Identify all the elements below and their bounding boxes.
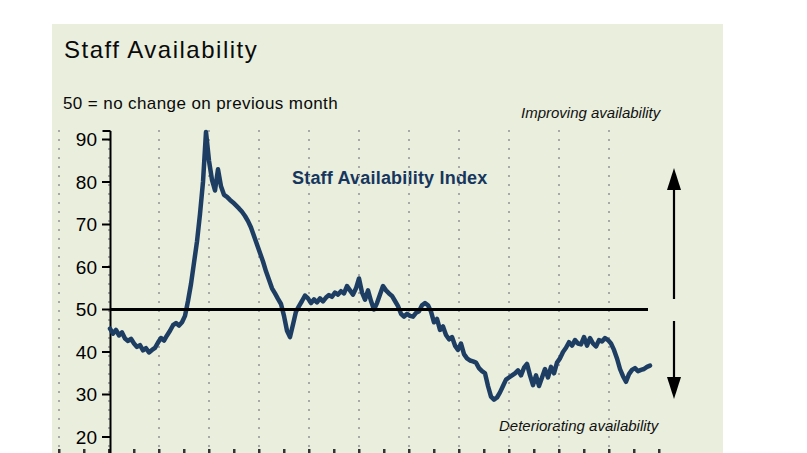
cropped-axis-label-mark bbox=[333, 449, 336, 453]
cropped-axis-label-mark bbox=[583, 449, 586, 453]
y-tick-label: 60 bbox=[76, 257, 97, 278]
cropped-axis-label-mark bbox=[483, 449, 486, 453]
cropped-axis-label-mark bbox=[358, 449, 361, 453]
y-tick-label: 40 bbox=[76, 342, 97, 363]
y-tick-label: 30 bbox=[76, 384, 97, 405]
cropped-axis-label-mark bbox=[508, 449, 511, 453]
cropped-axis-label-mark bbox=[233, 449, 236, 453]
y-tick-label: 70 bbox=[76, 214, 97, 235]
cropped-axis-label-mark bbox=[58, 449, 61, 453]
down-arrow-icon bbox=[667, 377, 681, 399]
cropped-axis-label-mark bbox=[633, 449, 636, 453]
cropped-axis-label-mark bbox=[283, 449, 286, 453]
cropped-axis-label-mark bbox=[458, 449, 461, 453]
cropped-axis-label-mark bbox=[658, 449, 661, 453]
cropped-axis-label-mark bbox=[408, 449, 411, 453]
y-tick-label: 20 bbox=[76, 427, 97, 448]
y-tick-label: 50 bbox=[76, 299, 97, 320]
cropped-axis-label-mark bbox=[308, 449, 311, 453]
staff-availability-index-line bbox=[110, 132, 650, 400]
cropped-axis-label-mark bbox=[208, 449, 211, 453]
y-tick-label: 90 bbox=[76, 129, 97, 150]
cropped-axis-label-mark bbox=[83, 449, 86, 453]
cropped-axis-label-mark bbox=[258, 449, 261, 453]
cropped-axis-label-mark bbox=[158, 449, 161, 453]
y-tick-label: 80 bbox=[76, 172, 97, 193]
cropped-axis-label-mark bbox=[433, 449, 436, 453]
cropped-axis-label-mark bbox=[608, 449, 611, 453]
cropped-axis-label-mark bbox=[183, 449, 186, 453]
up-arrow-icon bbox=[667, 168, 681, 190]
staff-availability-report-page: { "header": { "title": "Staff Availabili… bbox=[0, 0, 807, 453]
cropped-axis-label-mark bbox=[133, 449, 136, 453]
cropped-axis-label-mark bbox=[558, 449, 561, 453]
cropped-axis-label-mark bbox=[533, 449, 536, 453]
cropped-axis-label-mark bbox=[383, 449, 386, 453]
chart-canvas: 90 80 70 60 50 40 30 20 bbox=[0, 0, 807, 453]
